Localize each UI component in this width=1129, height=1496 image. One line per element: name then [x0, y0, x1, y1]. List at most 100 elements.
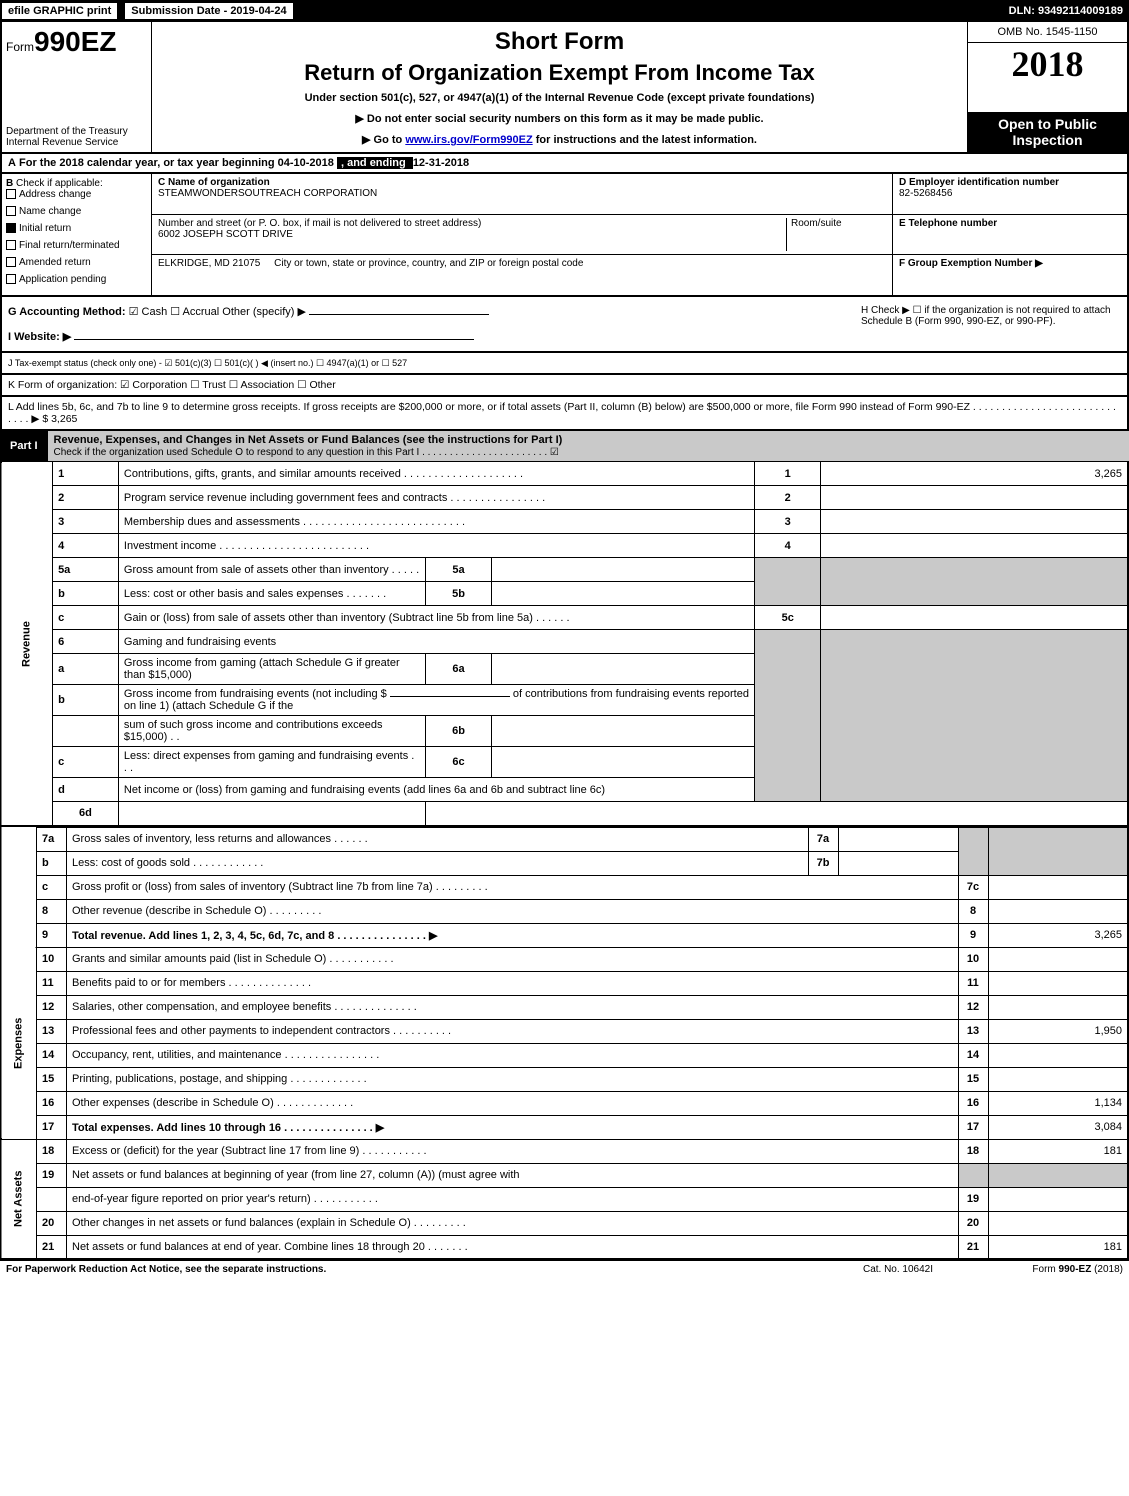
- line-5ab-shade2: [821, 558, 1128, 606]
- line-6-shade2: [821, 630, 1128, 802]
- line-3-lbl: 3: [755, 510, 821, 534]
- part1-label: Part I: [0, 437, 48, 455]
- line-5b-desc: Less: cost or other basis and sales expe…: [118, 582, 425, 606]
- line-2-num: 2: [53, 486, 119, 510]
- line-19b-desc: end-of-year figure reported on prior yea…: [67, 1187, 959, 1211]
- line-10-lbl: 10: [958, 947, 988, 971]
- line-6a-desc: Gross income from gaming (attach Schedul…: [118, 654, 425, 685]
- phone-box: E Telephone number: [893, 215, 1127, 256]
- netassets-vlabel: Net Assets: [1, 1139, 37, 1259]
- line-16-amt: 1,134: [988, 1091, 1128, 1115]
- line-4: 4 Investment income . . . . . . . . . . …: [1, 534, 1128, 558]
- chk-amended-return[interactable]: Amended return: [6, 257, 147, 268]
- arrow-line-2: ▶ Go to www.irs.gov/Form990EZ for instru…: [162, 133, 957, 146]
- line-4-lbl: 4: [755, 534, 821, 558]
- ein-value: 82-5268456: [899, 188, 952, 199]
- i-label: I Website: ▶: [8, 331, 71, 343]
- return-title: Return of Organization Exempt From Incom…: [162, 60, 957, 86]
- city-label: City or town, state or province, country…: [274, 258, 583, 269]
- line-5a-desc: Gross amount from sale of assets other t…: [118, 558, 425, 582]
- dept-line2: Internal Revenue Service: [6, 137, 147, 148]
- line-7a-sublbl: 7a: [808, 827, 838, 851]
- line-6b-num: b: [53, 685, 119, 716]
- line-12-desc: Salaries, other compensation, and employ…: [67, 995, 959, 1019]
- chk-name-change[interactable]: Name change: [6, 206, 147, 217]
- line-5b-subamt: [491, 582, 754, 606]
- line-11: 11 Benefits paid to or for members . . .…: [1, 971, 1128, 995]
- line-6b-sublbl: 6b: [426, 716, 492, 747]
- line-9: 9 Total revenue. Add lines 1, 2, 3, 4, 5…: [1, 923, 1128, 947]
- revenue-vlabel: Revenue: [1, 462, 53, 826]
- line-17: 17 Total expenses. Add lines 10 through …: [1, 1115, 1128, 1139]
- line-19b-num: [37, 1187, 67, 1211]
- line-13-desc: Professional fees and other payments to …: [67, 1019, 959, 1043]
- line-7c-desc: Gross profit or (loss) from sales of inv…: [67, 875, 959, 899]
- omb-number: OMB No. 1545-1150: [968, 22, 1127, 43]
- col-b-org-info: C Name of organization STEAMWONDERSOUTRE…: [152, 174, 892, 295]
- line-11-desc: Benefits paid to or for members . . . . …: [67, 971, 959, 995]
- line-12: 12 Salaries, other compensation, and emp…: [1, 995, 1128, 1019]
- line-18-lbl: 18: [958, 1139, 988, 1163]
- line-7ab-shade: [958, 827, 988, 875]
- footer-left: For Paperwork Reduction Act Notice, see …: [6, 1264, 823, 1275]
- line-19-num: 19: [37, 1163, 67, 1187]
- line-20-lbl: 20: [958, 1211, 988, 1235]
- irs-link[interactable]: www.irs.gov/Form990EZ: [405, 134, 532, 146]
- chk-address-change-label: Address change: [19, 189, 91, 200]
- line-18-amt: 181: [988, 1139, 1128, 1163]
- check-if-label: Check if applicable:: [16, 178, 103, 189]
- line-5c: c Gain or (loss) from sale of assets oth…: [1, 606, 1128, 630]
- line-4-amt: [821, 534, 1128, 558]
- line-7a-num: 7a: [37, 827, 67, 851]
- line-5a-subamt: [491, 558, 754, 582]
- arrow2-pre: ▶ Go to: [362, 134, 405, 146]
- line-6b-input[interactable]: [390, 696, 510, 697]
- line-9-desc-b: Total revenue. Add lines 1, 2, 3, 4, 5c,…: [72, 930, 437, 942]
- part1-table-2: 7a Gross sales of inventory, less return…: [0, 827, 1129, 1261]
- row-a-calendar: A For the 2018 calendar year, or tax yea…: [0, 154, 1129, 174]
- row-b-block: B Check if applicable: Address change Na…: [0, 174, 1129, 297]
- page-footer: For Paperwork Reduction Act Notice, see …: [0, 1260, 1129, 1278]
- line-10: Expenses 10 Grants and similar amounts p…: [1, 947, 1128, 971]
- chk-final-return[interactable]: Final return/terminated: [6, 240, 147, 251]
- chk-initial-return-label: Initial return: [19, 223, 71, 234]
- row-j: J Tax-exempt status (check only one) - ☑…: [0, 353, 1129, 375]
- line-2: 2 Program service revenue including gove…: [1, 486, 1128, 510]
- dept-line1: Department of the Treasury: [6, 126, 147, 137]
- line-6d-desc: Net income or (loss) from gaming and fun…: [118, 778, 754, 802]
- header-mid-col: Short Form Return of Organization Exempt…: [152, 22, 967, 152]
- chk-address-change[interactable]: Address change: [6, 189, 147, 200]
- a-begin: 04-10-2018: [278, 157, 334, 169]
- efile-print-button[interactable]: efile GRAPHIC print: [0, 1, 119, 21]
- row-l: L Add lines 5b, 6c, and 7b to line 9 to …: [0, 397, 1129, 431]
- row-h: H Check ▶ ☐ if the organization is not r…: [861, 305, 1121, 343]
- arrow-line-1: ▶ Do not enter social security numbers o…: [162, 112, 957, 125]
- line-10-desc: Grants and similar amounts paid (list in…: [67, 947, 959, 971]
- line-6d-out: 6d: [1, 802, 1128, 826]
- chk-application-pending[interactable]: Application pending: [6, 274, 147, 285]
- website-input[interactable]: [74, 339, 474, 340]
- line-17-desc-b: Total expenses. Add lines 10 through 16 …: [72, 1122, 384, 1134]
- line-17-desc: Total expenses. Add lines 10 through 16 …: [67, 1115, 959, 1139]
- city-value: ELKRIDGE, MD 21075: [158, 258, 260, 269]
- line-18: Net Assets 18 Excess or (deficit) for th…: [1, 1139, 1128, 1163]
- line-6d-lbl: 6d: [53, 802, 119, 826]
- city-box: ELKRIDGE, MD 21075 City or town, state o…: [152, 255, 892, 295]
- chk-initial-return[interactable]: Initial return: [6, 223, 147, 234]
- line-5a: 5a Gross amount from sale of assets othe…: [1, 558, 1128, 582]
- org-name: STEAMWONDERSOUTREACH CORPORATION: [158, 188, 377, 199]
- g-other-input[interactable]: [309, 314, 489, 315]
- row-j-text: J Tax-exempt status (check only one) - ☑…: [8, 358, 407, 368]
- line-9-amt: 3,265: [988, 923, 1128, 947]
- part1-title-text: Revenue, Expenses, and Changes in Net As…: [54, 434, 563, 446]
- line-6c-sublbl: 6c: [426, 747, 492, 778]
- line-9-lbl: 9: [958, 923, 988, 947]
- chk-name-change-label: Name change: [19, 206, 81, 217]
- line-4-num: 4: [53, 534, 119, 558]
- line-14-desc: Occupancy, rent, utilities, and maintena…: [67, 1043, 959, 1067]
- line-7c-num: c: [37, 875, 67, 899]
- top-bar: efile GRAPHIC print Submission Date - 20…: [0, 0, 1129, 22]
- expenses-vlabel: Expenses: [1, 947, 37, 1139]
- line-10-amt: [988, 947, 1128, 971]
- e-label: E Telephone number: [899, 218, 997, 229]
